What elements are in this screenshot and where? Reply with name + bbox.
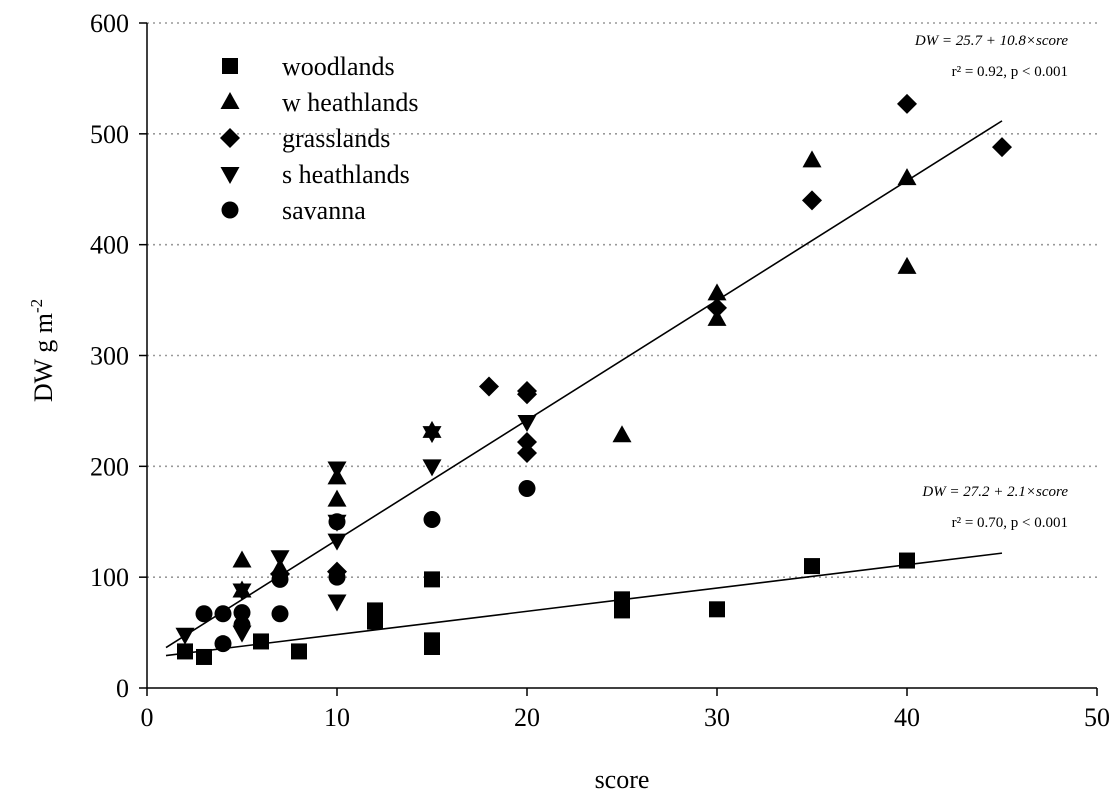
data-point (517, 415, 537, 432)
data-point (897, 93, 917, 114)
data-point (802, 190, 822, 211)
data-point (517, 431, 537, 452)
data-point (271, 605, 289, 623)
data-point (270, 550, 290, 568)
data-point (328, 513, 346, 531)
y-axis-label: DW g m-2 (27, 299, 58, 402)
regression-line-1 (165, 120, 1003, 649)
y-tick-label: 300 (90, 342, 129, 371)
series-woodlands (177, 552, 915, 665)
data-point (196, 648, 212, 665)
y-tick-label: 400 (90, 231, 129, 260)
ticks: 0 100 200 300 400 500 600 0 10 20 30 40 50 (90, 9, 1110, 732)
data-point (328, 568, 346, 586)
data-point (177, 643, 193, 660)
data-point (614, 602, 630, 619)
data-point (253, 633, 269, 650)
data-point (709, 601, 725, 618)
data-point (422, 426, 442, 444)
data-point (271, 570, 289, 588)
regression-equation-1: DW = 25.7 + 10.8×score (914, 33, 1068, 49)
data-point (992, 137, 1012, 158)
x-axis-label: score (595, 765, 650, 794)
y-tick-label: 200 (90, 452, 129, 481)
data-point (517, 384, 537, 405)
legend-marker (220, 167, 240, 184)
x-tick-label: 0 (141, 703, 154, 732)
data-point (424, 571, 440, 588)
legend-label: savanna (282, 196, 366, 225)
data-point (232, 583, 252, 601)
data-point (214, 605, 232, 623)
data-point (517, 443, 537, 464)
x-tick-label: 20 (514, 703, 540, 732)
x-tick-label: 30 (704, 703, 730, 732)
x-tick-label: 40 (894, 703, 920, 732)
legend: woodlands w heathlands grasslands s heathla… (220, 52, 418, 225)
series-savanna (195, 480, 536, 653)
legend-marker (221, 201, 239, 219)
regression-lines (165, 120, 1003, 657)
data-point (327, 461, 347, 479)
data-point (233, 604, 251, 622)
data-point (899, 552, 915, 569)
y-tick-label: 600 (90, 9, 129, 38)
regression-stats-2: r² = 0.70, p < 0.001 (952, 515, 1068, 531)
data-point (802, 150, 822, 168)
data-points (175, 93, 1012, 665)
regression-stats-1: r² = 0.92, p < 0.001 (952, 64, 1068, 80)
data-point (423, 511, 441, 529)
legend-label: s heathlands (282, 160, 410, 189)
data-point (707, 283, 727, 301)
regression-equation-2: DW = 27.2 + 2.1×score (921, 484, 1068, 500)
data-point (479, 376, 499, 397)
y-tick-label: 100 (90, 563, 129, 592)
data-point (327, 533, 347, 551)
legend-label: w heathlands (282, 88, 418, 117)
y-tick-label: 0 (116, 674, 129, 703)
data-point (424, 638, 440, 655)
data-point (233, 616, 251, 634)
data-point (707, 297, 727, 318)
data-point (232, 550, 252, 568)
x-tick-label: 50 (1084, 703, 1110, 732)
data-point (214, 635, 232, 653)
gridlines (147, 22, 1097, 578)
regression-line-2 (165, 552, 1003, 657)
y-axis-label-main: DW g m (29, 313, 58, 402)
legend-marker (222, 58, 238, 74)
data-point (175, 627, 195, 645)
legend-marker (220, 92, 240, 109)
data-point (195, 605, 213, 623)
data-point (327, 489, 347, 507)
data-point (422, 459, 442, 477)
data-point (897, 168, 917, 186)
legend-marker (220, 128, 240, 148)
data-point (612, 425, 632, 443)
data-point (518, 480, 536, 497)
data-point (804, 558, 820, 575)
data-point (327, 594, 347, 612)
regression-annotations: DW = 25.7 + 10.8×score r² = 0.92, p < 0.… (914, 33, 1068, 531)
y-axis-label-superscript: -2 (27, 299, 46, 313)
data-point (291, 643, 307, 660)
data-point (897, 256, 917, 274)
y-tick-label: 500 (90, 120, 129, 149)
legend-label: woodlands (282, 52, 395, 81)
legend-label: grasslands (282, 124, 390, 153)
data-point (367, 613, 383, 630)
x-tick-label: 10 (324, 703, 350, 732)
